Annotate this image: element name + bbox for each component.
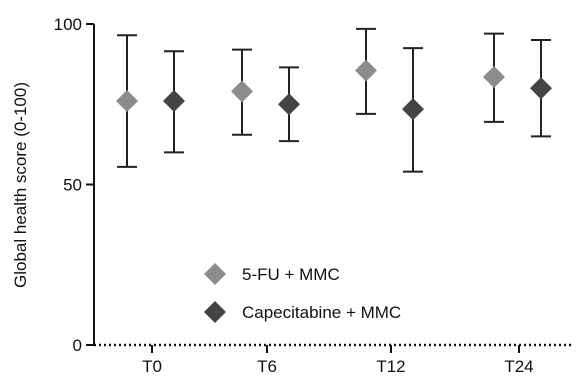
legend-marker	[204, 263, 226, 285]
legend: 5-FU + MMC Capecitabine + MMC	[204, 263, 401, 323]
legend-label: Capecitabine + MMC	[242, 303, 401, 322]
data-point	[402, 98, 424, 121]
x-tick-label: T12	[376, 357, 405, 376]
data-point	[355, 59, 377, 82]
data-point	[278, 93, 300, 116]
data-point	[116, 90, 138, 113]
x-tick-label: T24	[504, 357, 533, 376]
x-tick-label: T6	[257, 357, 277, 376]
y-tick-label: 100	[54, 15, 82, 34]
data-point	[530, 77, 552, 100]
legend-marker	[204, 301, 226, 323]
y-axis-label: Global health score (0-100)	[11, 82, 30, 288]
x-tick-label: T0	[142, 357, 162, 376]
axes: 0 50 100 T0 T6 T12 T24	[54, 15, 572, 376]
data-points	[116, 59, 552, 121]
y-tick-label: 50	[63, 176, 82, 195]
data-point	[231, 80, 253, 103]
y-tick-label: 0	[73, 336, 82, 355]
data-point	[483, 65, 505, 88]
legend-label: 5-FU + MMC	[242, 265, 340, 284]
data-point	[163, 90, 185, 113]
